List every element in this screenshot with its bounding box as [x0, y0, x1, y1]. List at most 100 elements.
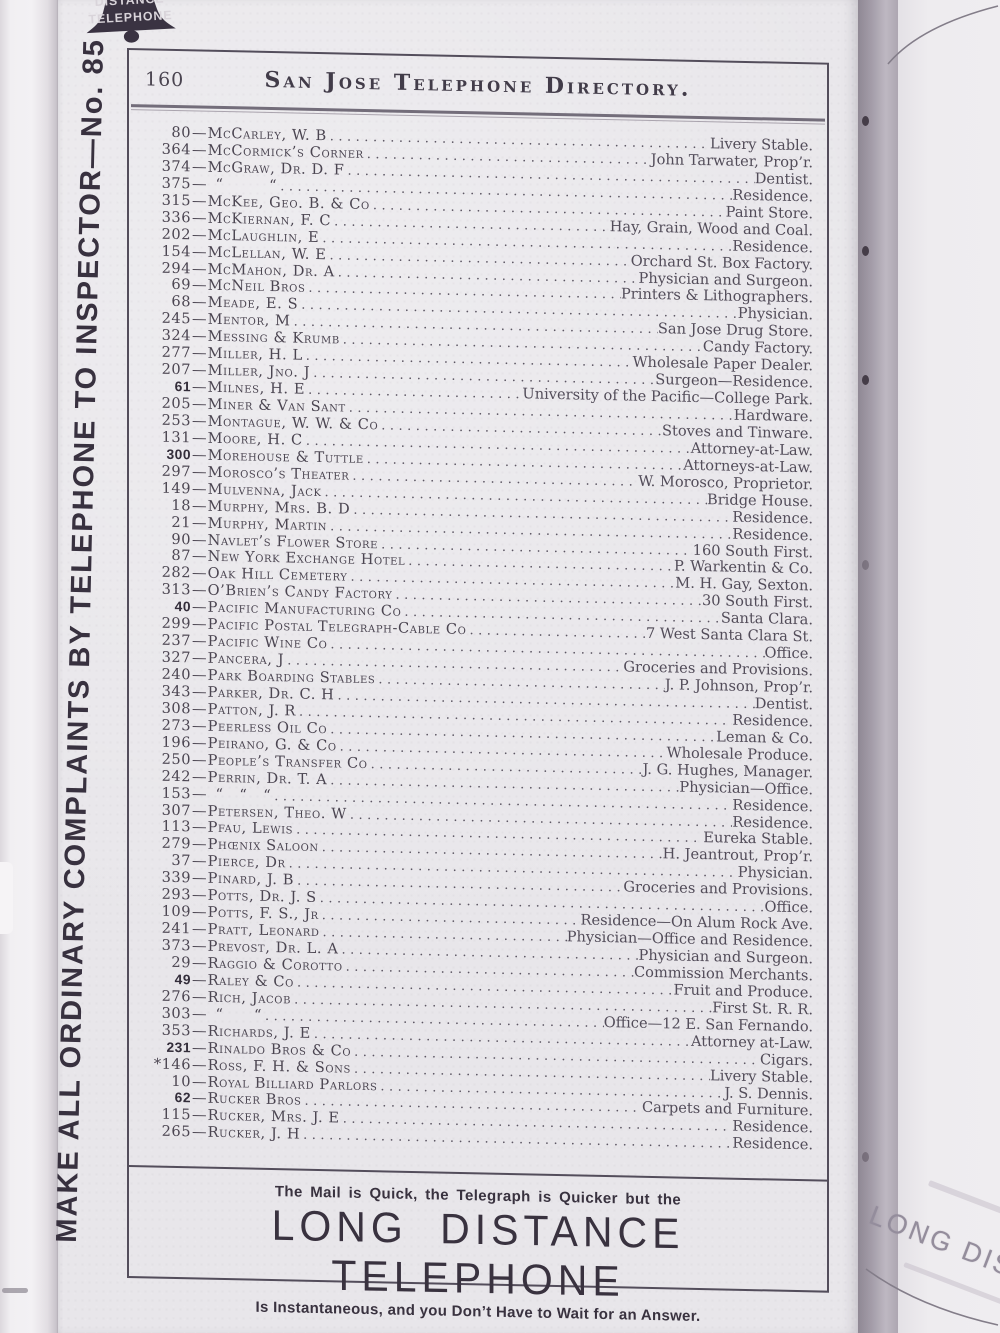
entry-separator: — [192, 666, 207, 684]
entry-separator: — [192, 310, 207, 328]
entry-separator: — [192, 1123, 207, 1141]
directory-content-frame: 160 San Jose Telephone Directory. 80 — M… [127, 48, 829, 1325]
entry-separator: — [192, 598, 207, 616]
binding-mark [862, 375, 869, 385]
entry-separator: — [192, 480, 207, 498]
entry-description: Residence. [732, 711, 813, 731]
entry-description: H. Jeantrout, Prop’r. [662, 845, 813, 866]
entry-separator: — [192, 954, 207, 972]
entry-number: 374 [161, 157, 191, 176]
binding-mark [862, 116, 869, 126]
entry-separator: — [192, 412, 207, 430]
entry-number: 279 [161, 835, 191, 853]
page-edge-notch [0, 862, 13, 934]
entry-number: 237 [161, 631, 191, 650]
entry-name: Pfau, Lewis [207, 819, 294, 838]
entry-number: 80 [171, 123, 191, 142]
entry-name: Rucker, J. H [207, 1124, 301, 1143]
entry-number: 196 [161, 733, 191, 752]
entry-number: 40 [174, 599, 191, 615]
entry-separator: — [192, 869, 207, 887]
book-gutter [858, 0, 898, 1333]
entry-number: 241 [161, 919, 191, 938]
entry-name: Raley & Co [207, 971, 294, 991]
previous-page-edge [0, 0, 58, 1333]
entry-number: 69 [171, 276, 191, 294]
entry-separator: — [192, 209, 207, 227]
entry-description: Paint Store. [725, 203, 813, 223]
entry-separator: — [192, 192, 207, 210]
entry-separator: — [192, 1005, 207, 1023]
binding-mark [862, 246, 869, 256]
entry-description: M. H. Gay, Sexton. [675, 574, 813, 595]
long-distance-telephone-bell-icon: DISTANCE TELEPHONE [86, 0, 176, 43]
entry-number: 18 [171, 496, 191, 514]
entry-separator: — [192, 683, 207, 701]
next-page-peek [898, 0, 1000, 1333]
entry-separator: — [192, 547, 207, 566]
entry-name: Rich, Jacob [207, 988, 292, 1008]
entry-number: 149 [161, 479, 191, 498]
entry-number: 300 [166, 446, 191, 463]
entry-number: 299 [161, 614, 191, 633]
entry-separator: — [192, 971, 207, 989]
entry-number: 153 [161, 784, 191, 802]
entry-number: 294 [161, 259, 191, 277]
entry-name: Patton, J. R [207, 700, 297, 720]
entry-separator: — [192, 1072, 207, 1091]
entry-number: 205 [161, 394, 191, 413]
page-edge-mark [2, 1288, 28, 1293]
entry-separator: — [192, 1055, 207, 1074]
entry-number: 327 [161, 648, 191, 667]
entry-separator: — [192, 276, 207, 295]
entry-separator: — [192, 259, 207, 278]
entry-number: 131 [161, 428, 191, 447]
entry-number: 293 [161, 885, 191, 904]
entry-description: Santa Clara. [720, 609, 813, 629]
page-title: San Jose Telephone Directory. [264, 66, 692, 102]
entry-separator: — [192, 158, 207, 176]
entry-number: 37 [171, 852, 191, 870]
entry-number: 282 [161, 564, 191, 582]
entry-description: Residence. [732, 508, 813, 527]
entry-separator: — [192, 632, 207, 650]
entry-separator: — [192, 801, 207, 820]
entry-description: Physician. [737, 864, 813, 883]
entry-separator: — [192, 988, 207, 1006]
entry-description: Attorney at-Law. [691, 1032, 813, 1053]
entry-description: Physician—Office. [679, 778, 813, 798]
entry-number: 373 [161, 936, 191, 955]
entry-separator: — [192, 1038, 207, 1057]
entry-separator: — [192, 175, 207, 193]
next-page-corner-line [887, 5, 999, 65]
entry-name: “ “ [207, 1005, 262, 1024]
ad-headline: LONG DISTANCE TELEPHONE [271, 1201, 685, 1306]
entry-separator: — [192, 717, 207, 735]
entry-number: 29 [171, 953, 191, 972]
entry-separator: — [192, 751, 207, 769]
entry-description: Residence. [732, 237, 813, 256]
entry-name: Meade, E. S [207, 294, 299, 313]
entry-separator: — [192, 581, 207, 599]
entry-number: 250 [161, 750, 191, 769]
entry-number: 90 [171, 530, 191, 548]
entry-separator: — [192, 615, 207, 633]
entry-number: 276 [161, 987, 191, 1006]
bell-text-bottom: TELEPHONE [88, 8, 173, 26]
entry-description: Residence. [732, 796, 813, 815]
entry-number: 61 [174, 379, 191, 395]
entry-description: Bridge House. [706, 490, 813, 511]
binding-mark [862, 560, 869, 570]
entry-name: Miller, H. L [207, 344, 303, 364]
entry-number: 115 [161, 1106, 191, 1124]
entry-number: 265 [161, 1123, 191, 1141]
entry-number: 62 [174, 1090, 191, 1106]
entry-separator: — [192, 446, 207, 464]
entry-separator: — [192, 1106, 207, 1125]
entry-name: Mentor, M [207, 311, 291, 330]
directory-list: 80 — McCarley, W. B Livery Stable. 364 —… [129, 110, 827, 1154]
entry-number: 273 [161, 716, 191, 735]
entry-description: Cigars. [760, 1050, 813, 1069]
entry-description: Residence. [732, 186, 813, 206]
entry-name: Pinard, J. B [207, 869, 295, 889]
